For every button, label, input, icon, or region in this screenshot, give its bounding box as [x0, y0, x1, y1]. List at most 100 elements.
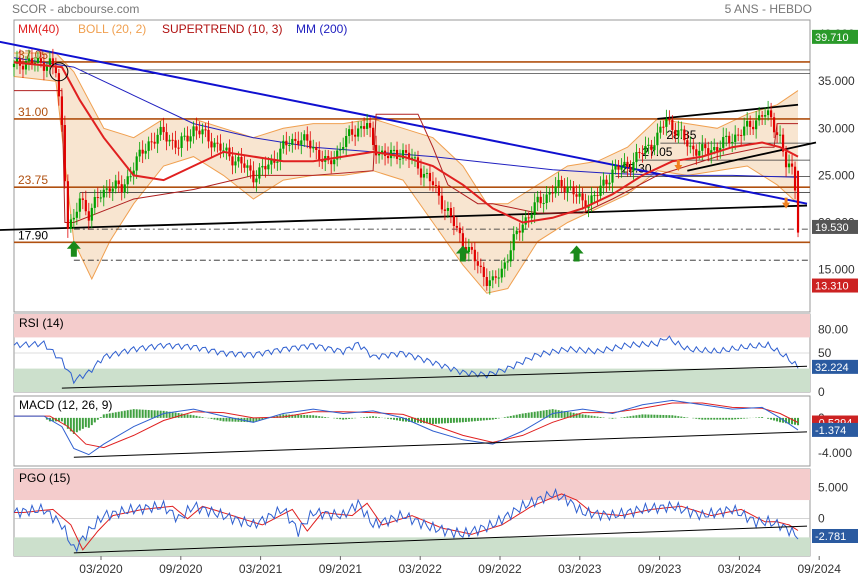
macd-hist-bar — [177, 413, 180, 418]
candle-body — [485, 276, 488, 286]
candle-body — [680, 129, 683, 131]
macd-hist-bar — [650, 414, 653, 418]
candle-body — [285, 140, 288, 146]
candle-body — [698, 150, 701, 156]
candle-body — [288, 144, 291, 146]
macd-hist-bar — [797, 417, 800, 426]
level-label-3: 17.90 — [18, 228, 48, 242]
supertrend-line — [14, 90, 798, 223]
candle-body — [647, 144, 650, 147]
candle-body — [743, 126, 746, 136]
candle-body — [255, 178, 258, 183]
candle-body — [446, 208, 450, 211]
macd-hist-bar — [671, 415, 674, 418]
candle-body — [767, 110, 770, 116]
candle-body — [90, 207, 93, 221]
macd-hist-bar — [575, 413, 578, 418]
macd-hist-bar — [761, 417, 764, 418]
candle-body — [291, 138, 294, 145]
macd-hist-bar — [563, 411, 566, 418]
macd-hist-bar — [345, 417, 348, 420]
candle-body — [761, 115, 764, 117]
macd-hist-bar — [647, 414, 650, 418]
macd-hist-bar — [171, 412, 174, 418]
candle-body — [422, 173, 426, 178]
macd-hist-bar — [569, 412, 572, 418]
macd-y-tick-1: -4.000 — [818, 446, 852, 460]
candle-body — [105, 188, 108, 190]
macd-hist-bar — [638, 414, 641, 418]
candle-body — [312, 147, 315, 149]
candle-body — [608, 182, 611, 185]
macd-hist-bar — [443, 417, 446, 424]
macd-hist-bar — [315, 415, 318, 418]
macd-hist-bar — [719, 417, 722, 420]
candle-body — [416, 157, 420, 169]
macd-hist-bar — [509, 415, 512, 418]
candle-body — [24, 61, 28, 70]
candle-body — [354, 134, 357, 137]
candle-body — [623, 161, 626, 168]
macd-hist-bar — [626, 416, 629, 418]
x-tick-label-1: 09/2020 — [159, 562, 203, 576]
macd-hist-bar — [402, 417, 405, 422]
macd-hist-bar — [644, 414, 647, 418]
candle-body — [369, 123, 372, 128]
rsi-trendline — [61, 365, 808, 389]
price-badge-1-box — [812, 219, 858, 234]
pgo-badge: -2.781 — [815, 531, 846, 543]
pgo-low-zone — [14, 537, 810, 556]
macd-hist-bar — [150, 410, 153, 418]
macd-hist-bar — [387, 417, 390, 419]
candle-body — [428, 172, 432, 182]
candle-body — [662, 126, 665, 128]
macd-hist-bar — [596, 416, 599, 418]
candle-body — [57, 73, 60, 97]
macd-hist-bar — [318, 416, 321, 418]
period-label: 5 ANS - HEBDO — [724, 2, 812, 16]
candle-body — [249, 165, 252, 171]
candle-body — [225, 147, 228, 151]
macd-hist-bar — [545, 410, 548, 418]
candle-body — [533, 202, 536, 215]
candle-body — [132, 170, 135, 177]
macd-hist-bar — [599, 417, 602, 418]
candle-body — [728, 135, 731, 144]
candle-body — [21, 65, 25, 70]
macd-hist-bar — [785, 417, 788, 424]
candle-body — [626, 161, 629, 168]
macd-hist-bar — [767, 417, 770, 419]
candle-body — [683, 129, 686, 141]
candle-body — [569, 186, 572, 188]
candle-body — [650, 144, 653, 151]
macd-hist-bar — [111, 412, 114, 418]
candle-body — [135, 156, 138, 171]
macd-hist-bar — [437, 417, 440, 424]
candle-body — [374, 144, 378, 156]
macd-hist-bar — [408, 417, 411, 422]
candle-body — [54, 65, 57, 74]
macd-hist-bar — [144, 409, 147, 418]
candle-body — [351, 129, 354, 135]
candle-body — [509, 250, 512, 262]
candle-body — [512, 234, 515, 251]
candle-body — [27, 58, 31, 62]
macd-hist-bar — [363, 417, 366, 418]
macd-hist-bar — [309, 415, 312, 418]
pgo-title: PGO (15) — [19, 471, 70, 485]
candle-body — [455, 225, 458, 228]
macd-hist-bar — [662, 414, 665, 418]
candle-body — [30, 58, 34, 64]
candle-body — [491, 276, 494, 281]
macd-hist-bar — [503, 417, 506, 418]
candle-body — [69, 219, 72, 229]
candle-body — [303, 134, 306, 141]
candle-body — [458, 227, 461, 234]
macd-hist-bar — [539, 410, 542, 418]
macd-hist-bar — [375, 416, 378, 418]
candle-body — [790, 163, 794, 167]
macd-hist-bar — [530, 412, 533, 418]
candle-body — [279, 148, 282, 162]
candle-body — [668, 118, 671, 120]
rsi-badge-box — [812, 359, 858, 374]
